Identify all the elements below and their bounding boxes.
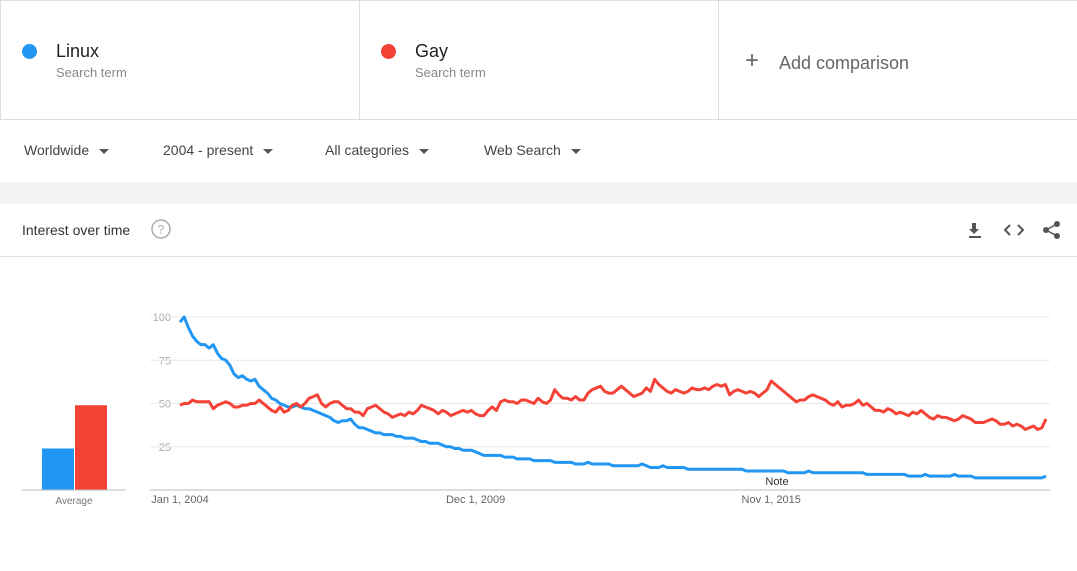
term-kind: Search term bbox=[415, 65, 486, 80]
section-header: Interest over time ? bbox=[0, 204, 1077, 257]
filter-dropdown[interactable]: All categories bbox=[325, 142, 429, 158]
x-tick-label: Jan 1, 2004 bbox=[151, 494, 209, 506]
separator bbox=[0, 182, 1077, 204]
term-cards: Linux Search term Gay Search term + Add … bbox=[0, 0, 1077, 120]
y-tick-label: 100 bbox=[153, 312, 171, 324]
add-comparison[interactable]: + Add comparison bbox=[718, 1, 1077, 119]
average-bar bbox=[75, 405, 107, 490]
average-label: Average bbox=[55, 496, 93, 507]
section-title: Interest over time bbox=[22, 222, 131, 238]
help-icon[interactable]: ? bbox=[150, 218, 174, 242]
term-name: Gay bbox=[415, 41, 449, 61]
svg-text:?: ? bbox=[158, 223, 165, 237]
add-comparison-label: Add comparison bbox=[779, 53, 910, 73]
download-icon[interactable] bbox=[969, 223, 981, 238]
share-icon[interactable] bbox=[1043, 221, 1060, 239]
average-bar bbox=[42, 448, 74, 490]
term-card[interactable]: Linux Search term bbox=[0, 1, 359, 119]
term-card[interactable]: Gay Search term bbox=[359, 1, 718, 119]
term-kind: Search term bbox=[56, 65, 127, 80]
toolbar-icons bbox=[969, 221, 1060, 239]
filter-dropdown[interactable]: 2004 - present bbox=[163, 142, 273, 158]
filter-dropdown[interactable]: Web Search bbox=[484, 142, 581, 158]
embed-icon[interactable] bbox=[1003, 224, 1025, 236]
term-name: Linux bbox=[56, 41, 100, 61]
y-tick-label: 75 bbox=[159, 355, 171, 367]
term-color bbox=[381, 44, 396, 59]
filter-bar: Worldwide 2004 - present All categories … bbox=[0, 120, 1077, 182]
y-tick-label: 50 bbox=[159, 399, 171, 411]
x-tick-label: Nov 1, 2015 bbox=[742, 494, 801, 506]
plus-icon: + bbox=[745, 47, 760, 74]
series-line bbox=[179, 377, 1048, 431]
x-tick-label: Dec 1, 2009 bbox=[446, 494, 505, 506]
term-color bbox=[22, 44, 37, 59]
y-tick-label: 25 bbox=[159, 442, 171, 454]
series-line bbox=[178, 315, 1047, 480]
filter-dropdown[interactable]: Worldwide bbox=[24, 142, 109, 158]
annotation: Note bbox=[765, 476, 788, 488]
